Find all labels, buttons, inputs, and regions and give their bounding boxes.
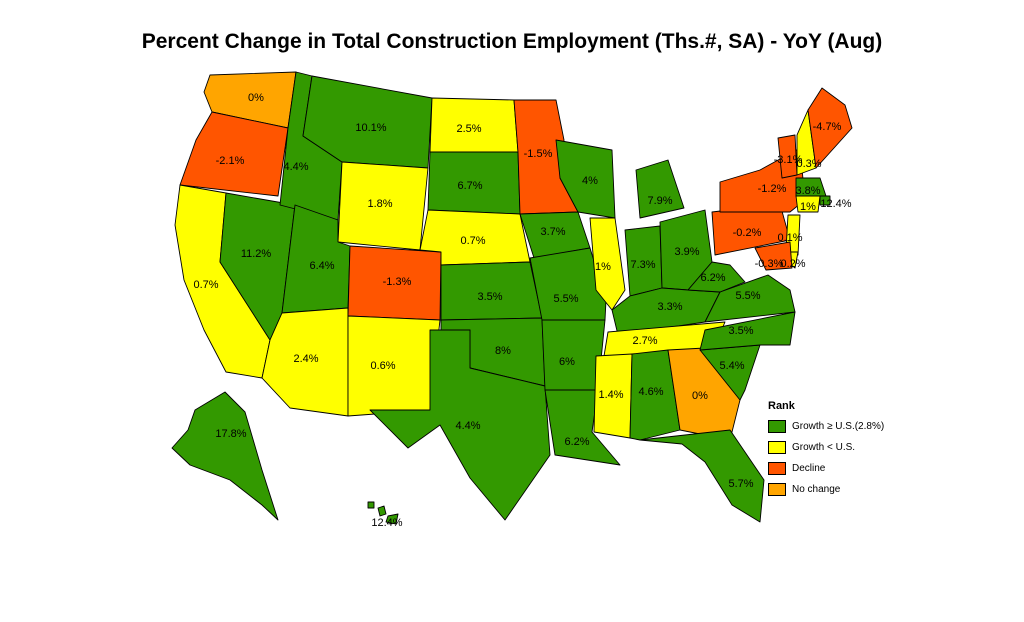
legend-title: Rank	[768, 400, 795, 412]
state-label-sd: 6.7%	[457, 180, 482, 192]
state-label-mn: -1.5%	[524, 148, 553, 160]
legend-item-no-change: No change	[768, 479, 884, 500]
state-label-wy: 1.8%	[367, 198, 392, 210]
state-ak	[171, 391, 279, 521]
state-label-va: 5.5%	[735, 290, 760, 302]
state-label-ks: 3.5%	[477, 291, 502, 303]
state-label-ar: 6%	[559, 356, 575, 368]
state-label-sc: 5.4%	[719, 360, 744, 372]
state-label-nv: 11.2%	[241, 248, 272, 260]
state-label-mi: 7.9%	[647, 195, 672, 207]
legend-item-growth-below: Growth < U.S.	[768, 437, 884, 458]
state-label-la: 6.2%	[564, 436, 589, 448]
state-label-al: 4.6%	[638, 386, 663, 398]
state-label-mt: 10.1%	[355, 122, 386, 134]
state-il	[589, 217, 626, 311]
state-label-nm: 0.6%	[370, 360, 395, 372]
state-label-ak: 17.8%	[215, 428, 246, 440]
state-ct	[795, 195, 821, 213]
state-mo	[529, 247, 607, 321]
state-label-de: 0.2%	[780, 258, 805, 270]
state-label-ut: 6.4%	[309, 260, 334, 272]
state-label-wa: 0%	[248, 92, 264, 104]
state-va	[704, 274, 796, 323]
state-ri	[819, 195, 831, 206]
state-md	[754, 241, 793, 271]
legend-label-decline: Decline	[792, 463, 826, 474]
state-label-tx: 4.4%	[455, 420, 480, 432]
legend-item-decline: Decline	[768, 458, 884, 479]
state-label-ok: 8%	[495, 345, 511, 357]
state-label-mo: 5.5%	[553, 293, 578, 305]
legend-label-growth-above: Growth ≥ U.S.(2.8%)	[792, 421, 885, 432]
state-label-hi: 12.4%	[371, 517, 402, 529]
state-label-ct: 1%	[800, 201, 816, 213]
state-label-ga: 0%	[692, 390, 708, 402]
state-label-nh: 0.3%	[796, 158, 821, 170]
legend-swatch-growth-above	[768, 420, 786, 433]
state-label-me: -4.7%	[813, 121, 842, 133]
state-hi	[367, 501, 399, 525]
legend-swatch-decline	[768, 462, 786, 475]
legend: Rank Growth ≥ U.S.(2.8%) Growth < U.S. D…	[768, 400, 884, 500]
state-mi	[635, 159, 685, 219]
state-label-ma: 3.8%	[795, 185, 820, 197]
state-label-nc: 3.5%	[728, 325, 753, 337]
state-label-ri: 12.4%	[820, 198, 851, 210]
state-wv	[687, 261, 746, 293]
state-label-id: 4.4%	[283, 161, 308, 173]
legend-swatch-no-change	[768, 483, 786, 496]
state-me	[807, 87, 853, 169]
chart-title: Percent Change in Total Construction Emp…	[141, 30, 883, 53]
state-tx	[369, 329, 551, 521]
state-nc	[699, 311, 796, 351]
state-label-pa: -0.2%	[733, 227, 762, 239]
state-wi	[555, 139, 616, 219]
state-la	[544, 389, 621, 466]
state-label-fl: 5.7%	[728, 478, 753, 490]
state-label-co: -1.3%	[383, 276, 412, 288]
state-label-or: -2.1%	[216, 155, 245, 167]
legend-item-growth-above: Growth ≥ U.S.(2.8%)	[768, 416, 884, 437]
state-label-nj: 0.1%	[777, 232, 802, 244]
state-label-md: -0.3%	[755, 258, 784, 270]
state-label-il: 1%	[595, 261, 611, 273]
state-label-wv: 6.2%	[700, 272, 725, 284]
state-label-ms: 1.4%	[598, 389, 623, 401]
state-label-ca: 0.7%	[193, 279, 218, 291]
state-label-az: 2.4%	[293, 353, 318, 365]
legend-label-no-change: No change	[792, 484, 841, 495]
state-label-tn: 2.7%	[632, 335, 657, 347]
state-label-ny: -1.2%	[758, 183, 787, 195]
state-label-ky: 3.3%	[657, 301, 682, 313]
state-label-in: 7.3%	[630, 259, 655, 271]
state-fl	[639, 429, 765, 523]
state-label-wi: 4%	[582, 175, 598, 187]
state-label-nd: 2.5%	[456, 123, 481, 135]
state-or	[179, 111, 289, 197]
legend-label-growth-below: Growth < U.S.	[792, 442, 856, 453]
state-label-ne: 0.7%	[460, 235, 485, 247]
state-ga	[667, 347, 741, 441]
state-label-oh: 3.9%	[674, 246, 699, 258]
state-al	[629, 349, 681, 441]
state-label-vt: -3.1%	[774, 154, 803, 166]
legend-swatch-growth-below	[768, 441, 786, 454]
state-label-ia: 3.7%	[540, 226, 565, 238]
